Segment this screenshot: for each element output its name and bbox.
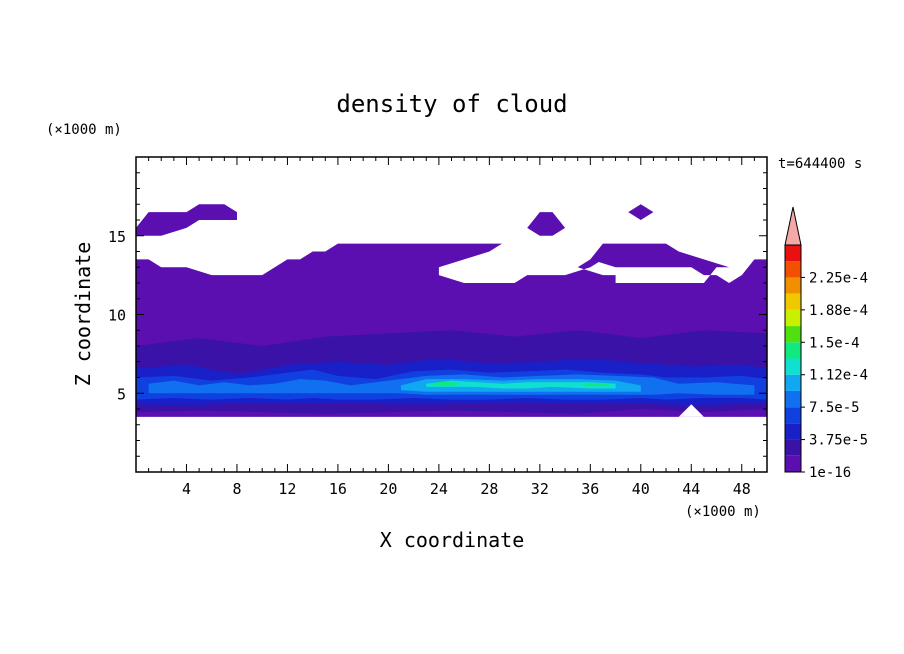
colorbar-label: 7.5e-5 xyxy=(809,400,860,416)
colorbar-label: 3.75e-5 xyxy=(809,433,868,449)
y-axis-title: Z coordinate xyxy=(71,242,95,387)
x-tick-label: 24 xyxy=(430,480,448,498)
contour-fills xyxy=(136,204,767,417)
colorbar-band xyxy=(785,455,801,472)
colorbar: 1e-16 3.75e-5 7.5e-5 1.12e-4 1.5e-4 1.88e-4 2.… xyxy=(784,206,868,481)
time-label: t=644400 s xyxy=(778,156,862,172)
contour-region-12 xyxy=(432,381,458,387)
contour-region-2 xyxy=(527,212,566,236)
contour-region-13 xyxy=(584,383,610,387)
colorbar-label: 1e-16 xyxy=(809,465,851,481)
colorbar-band xyxy=(785,358,801,375)
contour-region-1 xyxy=(136,204,237,236)
x-axis: 4 8 12 16 20 24 28 32 36 40 44 48 xyxy=(148,157,755,498)
colorbar-label: 1.88e-4 xyxy=(809,303,868,319)
colorbar-band xyxy=(785,277,801,294)
x-axis-title: X coordinate xyxy=(380,528,525,552)
colorbar-label: 1.5e-4 xyxy=(809,335,860,351)
colorbar-band xyxy=(785,390,801,408)
y-tick-label: 10 xyxy=(108,307,126,325)
contour-region-4 xyxy=(136,243,767,331)
colorbar-overflow-arrow xyxy=(784,206,802,246)
colorbar-band xyxy=(785,407,801,424)
colorbar-band xyxy=(785,374,801,391)
x-tick-label: 4 xyxy=(182,480,191,498)
contour-region-11 xyxy=(426,380,616,389)
colorbar-band xyxy=(785,293,801,310)
colorbar-band xyxy=(785,309,801,327)
contour-region-3 xyxy=(628,204,654,220)
x-tick-label: 28 xyxy=(480,480,498,498)
x-tick-label: 32 xyxy=(531,480,549,498)
colorbar-band xyxy=(785,261,801,278)
x-unit-label: (×1000 m) xyxy=(685,504,761,520)
x-tick-label: 40 xyxy=(632,480,650,498)
contour-region-14 xyxy=(678,404,704,417)
colorbar-band xyxy=(785,326,801,343)
colorbar-band xyxy=(785,423,801,440)
colorbar-frame xyxy=(784,244,802,473)
x-tick-label: 36 xyxy=(581,480,599,498)
colorbar-band xyxy=(785,439,801,456)
x-tick-label: 8 xyxy=(232,480,241,498)
y-axis: 5 10 15 xyxy=(108,172,767,457)
x-tick-label: 12 xyxy=(278,480,296,498)
chart-title: density of cloud xyxy=(336,90,567,118)
x-tick-label: 20 xyxy=(379,480,397,498)
y-tick-label: 15 xyxy=(108,228,126,246)
colorbar-band xyxy=(785,245,801,262)
y-tick-label: 5 xyxy=(117,385,126,403)
colorbar-label: 1.12e-4 xyxy=(809,368,868,384)
x-tick-label: 48 xyxy=(733,480,751,498)
colorbar-band xyxy=(785,342,801,359)
x-tick-label: 16 xyxy=(329,480,347,498)
colorbar-label: 2.25e-4 xyxy=(809,270,868,286)
y-unit-label: (×1000 m) xyxy=(46,122,122,138)
x-tick-label: 44 xyxy=(682,480,700,498)
